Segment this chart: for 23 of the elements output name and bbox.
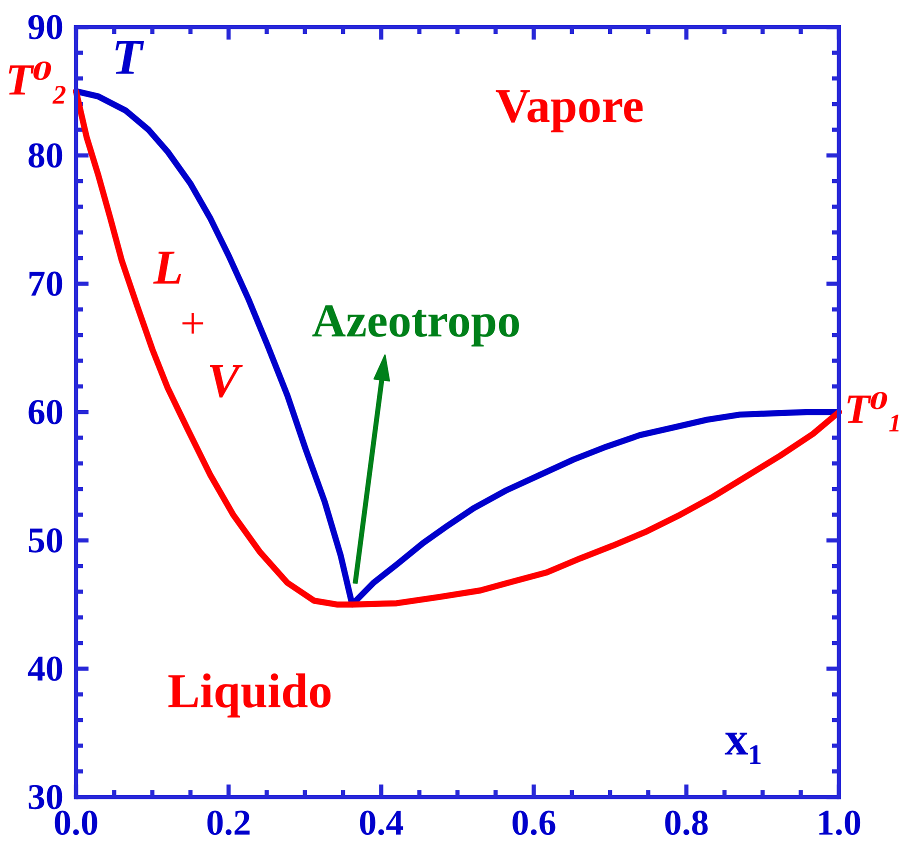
x-tick-label: 1.0	[819, 810, 860, 836]
y-tick-label: 30	[28, 784, 62, 810]
y-tick-label: 60	[28, 400, 62, 424]
annotation: +	[182, 312, 204, 334]
x-tick-label: 0.2	[207, 810, 250, 836]
x-tick-label: 0.8	[665, 810, 708, 836]
annotation: V	[210, 364, 243, 398]
annotation: L	[153, 252, 181, 284]
y-tick-label: 90	[28, 14, 62, 40]
y-tick-label: 80	[28, 143, 62, 168]
annotation: Liquido	[168, 673, 331, 718]
y-tick-label: 50	[28, 528, 62, 553]
x-axis-title: x₁	[724, 732, 761, 764]
x-tick-label: 0.4	[360, 810, 404, 836]
x-tick-label: 0.0	[54, 810, 98, 836]
annotation: Vapore	[496, 90, 643, 132]
annotation: Azeotropo	[312, 305, 519, 346]
annotation: T⁰₁	[848, 392, 899, 432]
y-axis-title: T	[116, 41, 144, 74]
y-tick-label: 40	[28, 656, 62, 681]
x-tick-label: 0.6	[512, 810, 556, 836]
y-tick-label: 70	[29, 272, 62, 296]
annotation: T⁰₂	[8, 62, 66, 104]
